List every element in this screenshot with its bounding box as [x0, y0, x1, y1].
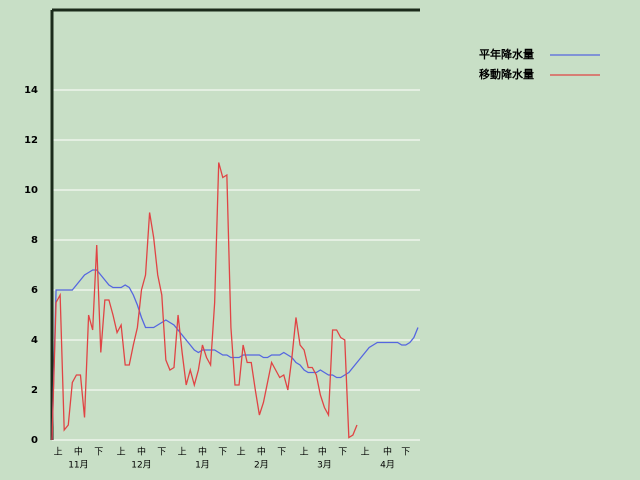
month-label: 11月 — [68, 460, 88, 471]
x-tick-label: 下 — [94, 448, 103, 458]
x-tick-label: 中 — [74, 446, 83, 458]
x-tick-label: 上 — [117, 447, 126, 458]
x-tick-label: 下 — [277, 448, 286, 458]
month-label: 4月 — [380, 460, 395, 471]
x-tick-label: 下 — [401, 448, 410, 458]
legend-label: 移動降水量 — [479, 67, 534, 81]
y-tick-label: 4 — [31, 335, 38, 346]
x-tick-label: 下 — [338, 448, 347, 458]
month-label: 2月 — [254, 460, 269, 471]
x-tick-label: 上 — [361, 447, 370, 458]
y-tick-label: 12 — [24, 135, 38, 146]
x-tick-label: 下 — [157, 448, 166, 458]
x-tick-label: 中 — [257, 446, 266, 458]
data-line — [51, 269, 419, 441]
y-tick-label: 0 — [31, 435, 38, 446]
x-tick-label: 中 — [137, 446, 146, 458]
x-tick-label: 中 — [198, 446, 207, 458]
x-tick-label: 上 — [178, 447, 187, 458]
x-tick-label: 上 — [54, 447, 63, 458]
y-tick-label: 6 — [31, 285, 38, 296]
month-label: 12月 — [131, 460, 151, 471]
y-tick-label: 8 — [31, 235, 38, 246]
y-tick-label: 2 — [31, 385, 38, 396]
x-tick-label: 中 — [383, 446, 392, 458]
data-line — [51, 162, 358, 441]
x-tick-label: 下 — [218, 448, 227, 458]
y-tick-label: 14 — [24, 85, 38, 96]
y-tick-label: 10 — [24, 185, 38, 196]
month-label: 1月 — [195, 460, 210, 471]
legend-label: 平年降水量 — [479, 47, 534, 61]
x-tick-label: 上 — [237, 447, 246, 458]
x-tick-label: 上 — [300, 447, 309, 458]
month-label: 3月 — [317, 460, 332, 471]
x-tick-label: 中 — [318, 446, 327, 458]
